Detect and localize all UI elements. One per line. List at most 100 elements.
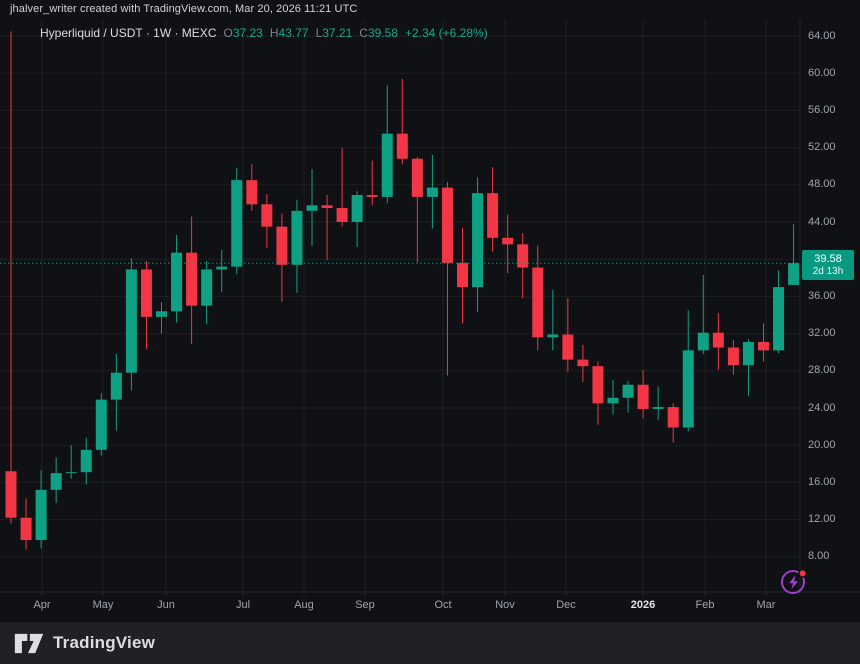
candle[interactable]: [216, 249, 228, 292]
candle[interactable]: [110, 354, 122, 431]
candle[interactable]: [472, 177, 484, 313]
candle[interactable]: [773, 270, 785, 354]
candle[interactable]: [441, 182, 453, 376]
time-axis[interactable]: Apr May Jun Jul Aug Sep Oct Nov Dec 2026 Feb Mar: [0, 592, 860, 620]
candle[interactable]: [727, 340, 739, 375]
candle[interactable]: [517, 233, 529, 299]
candle-body: [110, 372, 122, 400]
candle[interactable]: [697, 275, 709, 355]
candle-body: [156, 311, 167, 317]
candle-body: [411, 158, 423, 197]
candle[interactable]: [426, 155, 438, 229]
candle[interactable]: [246, 164, 258, 211]
candle-body: [65, 472, 77, 474]
candle[interactable]: [20, 498, 32, 550]
candle[interactable]: [396, 78, 408, 165]
candle[interactable]: [171, 235, 183, 323]
candle[interactable]: [607, 380, 619, 415]
candle[interactable]: [231, 168, 243, 275]
candle[interactable]: [742, 339, 754, 396]
candle[interactable]: [125, 258, 137, 391]
candle[interactable]: [637, 369, 649, 419]
candle[interactable]: [788, 224, 800, 286]
candle[interactable]: [652, 386, 664, 421]
candle-body: [592, 366, 604, 404]
tradingview-logo[interactable]: TradingView: [14, 631, 155, 656]
candle-body: [366, 195, 378, 197]
candle[interactable]: [186, 216, 198, 344]
candle[interactable]: [5, 31, 17, 524]
candle[interactable]: [140, 261, 152, 350]
price-tick-label: 20.00: [808, 438, 836, 451]
candle[interactable]: [351, 191, 363, 248]
candle-body: [742, 341, 754, 366]
candle-body: [246, 180, 258, 205]
price-tick-label: 12.00: [808, 513, 836, 526]
ohlc-letter: L: [315, 26, 323, 40]
candle[interactable]: [201, 261, 213, 325]
candle-body: [231, 180, 243, 267]
candle[interactable]: [712, 313, 724, 370]
candle-body: [517, 244, 529, 268]
price-tick-label: 56.00: [808, 103, 836, 116]
candle-body: [186, 252, 198, 306]
flash-reaction-icon[interactable]: [778, 566, 810, 598]
candle-body: [426, 187, 438, 197]
candle-body: [472, 193, 484, 288]
ohlc-value: 39.58: [367, 26, 398, 40]
price-tick-label: 48.00: [808, 178, 836, 191]
price-axis[interactable]: 64.0060.0056.0052.0048.0044.0040.0036.00…: [800, 20, 860, 592]
candle-body: [487, 193, 499, 238]
candle-body: [5, 471, 17, 518]
candle-body: [80, 449, 92, 473]
candle-body: [697, 332, 709, 351]
candle[interactable]: [532, 245, 544, 351]
candle-body: [396, 133, 408, 159]
candle[interactable]: [381, 85, 393, 204]
candle[interactable]: [366, 160, 378, 206]
candle[interactable]: [80, 437, 92, 485]
time-tick-label: Nov: [495, 599, 515, 611]
candle[interactable]: [758, 323, 769, 362]
bar-countdown: 2d 13h: [812, 266, 844, 277]
time-tick-label: Mar: [756, 599, 776, 611]
lightning-bolt-icon: [789, 574, 798, 590]
candle[interactable]: [276, 213, 288, 302]
candle[interactable]: [261, 194, 273, 249]
candle[interactable]: [502, 214, 514, 274]
candle[interactable]: [35, 470, 47, 549]
price-badge: 39.58 2d 13h: [802, 250, 854, 280]
chart-legend[interactable]: Hyperliquid / USDT · 1W · MEXC O37.23 H43.…: [40, 26, 488, 40]
candle[interactable]: [667, 403, 679, 443]
ohlc-letter: H: [269, 26, 279, 40]
candle[interactable]: [95, 393, 107, 456]
candle-body: [381, 133, 393, 197]
legend-ohlc: O37.23 H43.77 L37.21 C39.58: [216, 26, 398, 40]
candle[interactable]: [487, 167, 499, 252]
candle[interactable]: [50, 457, 62, 503]
candle[interactable]: [547, 289, 559, 351]
candle-body: [336, 208, 348, 222]
candle-body: [773, 287, 785, 351]
candle[interactable]: [336, 147, 348, 227]
candle[interactable]: [682, 310, 694, 432]
candle-body: [201, 269, 213, 306]
candle[interactable]: [291, 199, 303, 293]
candle[interactable]: [411, 156, 423, 262]
candle[interactable]: [65, 445, 77, 479]
candle[interactable]: [622, 381, 634, 413]
candle[interactable]: [156, 301, 167, 334]
candle-body: [622, 384, 634, 398]
candle[interactable]: [321, 195, 333, 261]
candle-body: [276, 226, 288, 265]
candle[interactable]: [562, 298, 574, 372]
candle[interactable]: [457, 227, 468, 324]
candle[interactable]: [306, 168, 318, 247]
ohlc-letter: O: [223, 26, 233, 40]
price-tick-label: 24.00: [808, 401, 836, 414]
candle[interactable]: [592, 361, 604, 425]
candle[interactable]: [577, 344, 589, 382]
candle-body: [216, 266, 228, 270]
footer-bar: TradingView: [0, 622, 860, 664]
